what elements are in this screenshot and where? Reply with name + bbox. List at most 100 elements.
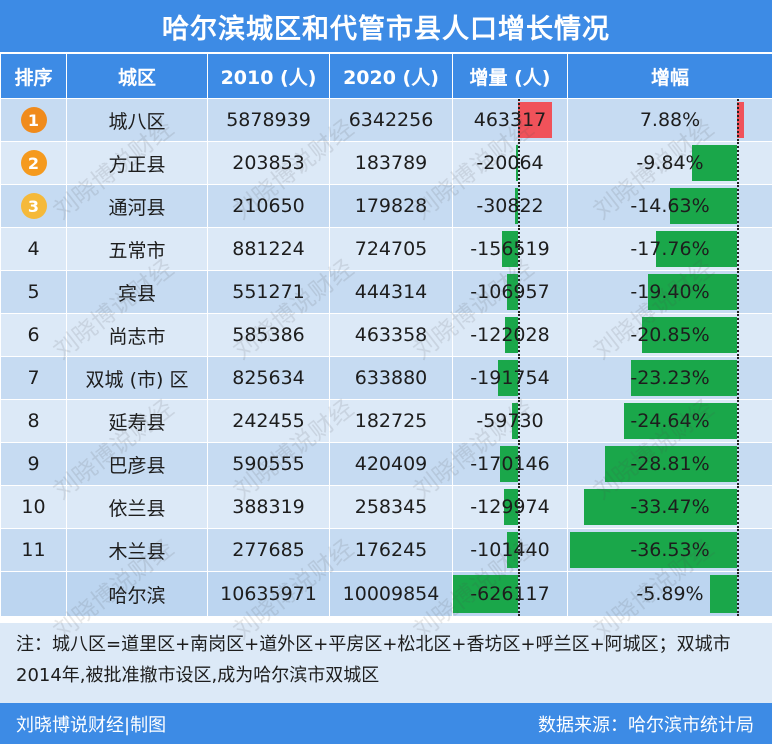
- pop2020-cell: 258345: [329, 485, 453, 529]
- district-cell: 城八区: [66, 98, 208, 142]
- table-row: 10 依兰县 388319 258345 -129974 -33.47%: [0, 485, 772, 529]
- delta-cell-axis: [517, 400, 520, 442]
- delta-cell-text: -122028: [470, 324, 550, 346]
- pop2020-cell-text: 182725: [354, 410, 428, 432]
- district-cell: 延寿县: [66, 399, 208, 443]
- district-cell-text: 哈尔滨: [108, 584, 166, 607]
- district-cell-text: 双城 (市) 区: [85, 368, 189, 391]
- header-district: 城区: [66, 53, 208, 99]
- pct-cell-bar: [570, 532, 738, 568]
- pct-cell-bar: [648, 274, 738, 310]
- table-row: 8 延寿县 242455 182725 -59730 -24.64%: [0, 399, 772, 443]
- delta-cell-axis: [517, 486, 520, 528]
- pop2010-cell-text: 585386: [232, 324, 305, 346]
- delta-cell: -101440: [452, 528, 568, 572]
- rank-cell: 4: [0, 227, 67, 271]
- pct-cell: -19.40%: [567, 270, 772, 314]
- pct-cell-text: 7.88%: [639, 109, 701, 131]
- delta-cell-text: -101440: [470, 539, 550, 561]
- pct-cell: -33.47%: [567, 485, 772, 529]
- pct-cell-axis: [737, 271, 740, 313]
- delta-cell-bar: [498, 360, 518, 396]
- pop2020-cell: 633880: [329, 356, 453, 400]
- header-2020: 2020 (人): [329, 53, 453, 99]
- table-row: 4 五常市 881224 724705 -156519 -17.76%: [0, 227, 772, 271]
- delta-cell-axis: [517, 529, 520, 571]
- table-row: 3 通河县 210650 179828 -30822 -14.63%: [0, 184, 772, 228]
- pct-cell-bar: [692, 145, 738, 181]
- pct-cell: 7.88%: [567, 98, 772, 142]
- header-row: 排序 城区 2010 (人) 2020 (人) 增量 (人) 增幅: [0, 53, 772, 99]
- district-cell-text: 巴彦县: [108, 454, 166, 477]
- delta-cell-text: -30822: [476, 195, 544, 217]
- rank-text: 6: [27, 324, 40, 346]
- delta-cell: -191754: [452, 356, 568, 400]
- pct-cell: -23.23%: [567, 356, 772, 400]
- delta-cell-text: -129974: [470, 496, 550, 518]
- rank-cell: 3: [0, 184, 67, 228]
- delta-cell-text: -156519: [470, 238, 550, 260]
- pct-cell-axis: [737, 572, 740, 616]
- delta-cell-axis: [517, 228, 520, 270]
- district-cell: 通河县: [66, 184, 208, 228]
- header-delta: 增量 (人): [452, 53, 568, 99]
- delta-cell: -59730: [452, 399, 568, 443]
- district-cell-text: 木兰县: [108, 540, 166, 563]
- pop2020-cell-text: 420409: [354, 453, 428, 475]
- pop2010-cell: 590555: [207, 442, 330, 486]
- header-pct: 增幅: [567, 53, 772, 99]
- header-rank: 排序: [0, 53, 67, 99]
- district-cell: 哈尔滨: [66, 571, 208, 617]
- pct-cell-bar: [630, 360, 738, 396]
- pop2020-cell-text: 258345: [354, 496, 428, 518]
- delta-cell-text: -626117: [470, 583, 550, 605]
- note-box: 注：城八区=道里区+南岗区+道外区+平房区+松北区+香坊区+呼兰区+阿城区；双城…: [0, 623, 772, 703]
- pct-cell-bar: [670, 188, 738, 224]
- district-cell-text: 通河县: [108, 196, 166, 219]
- delta-cell-axis: [517, 185, 520, 227]
- pct-cell-text: -24.64%: [630, 410, 710, 432]
- pct-cell: -14.63%: [567, 184, 772, 228]
- pop2010-cell: 551271: [207, 270, 330, 314]
- delta-cell-bar: [507, 532, 518, 568]
- note-text: 注：城八区=道里区+南岗区+道外区+平房区+松北区+香坊区+呼兰区+阿城区；双城…: [16, 634, 731, 686]
- pop2020-cell-text: 724705: [354, 238, 428, 260]
- delta-cell-text: -191754: [470, 367, 550, 389]
- pop2010-cell-text: 210650: [232, 195, 305, 217]
- pct-cell-text: -36.53%: [630, 539, 710, 561]
- pop2020-cell: 10009854: [329, 571, 453, 617]
- table-row: 5 宾县 551271 444314 -106957 -19.40%: [0, 270, 772, 314]
- delta-cell-bar: [504, 489, 518, 525]
- delta-cell-axis: [517, 443, 520, 485]
- pct-cell-axis: [737, 314, 740, 356]
- pop2010-cell: 388319: [207, 485, 330, 529]
- rank-text: 8: [27, 410, 40, 432]
- footer-bar: 刘晓博说财经|制图 数据来源：哈尔滨市统计局: [0, 703, 772, 744]
- pop2020-cell-text: 183789: [354, 152, 428, 174]
- pop2020-cell-text: 6342256: [348, 109, 434, 131]
- pct-cell-axis: [737, 443, 740, 485]
- pop2020-cell: 6342256: [329, 98, 453, 142]
- district-cell-text: 依兰县: [108, 497, 166, 520]
- rank-text: 5: [27, 281, 40, 303]
- pct-cell-axis: [737, 142, 740, 184]
- delta-cell-bar: [515, 145, 518, 181]
- pct-cell: -24.64%: [567, 399, 772, 443]
- pct-cell-text: -19.40%: [630, 281, 710, 303]
- delta-cell-bar: [505, 317, 518, 353]
- delta-cell: -20064: [452, 141, 568, 185]
- district-cell-text: 宾县: [117, 282, 156, 305]
- delta-cell-text: -106957: [470, 281, 550, 303]
- table-body: 1 城八区 5878939 6342256 463317 7.88% 2 方正县 203853 1…: [0, 98, 772, 617]
- district-cell-text: 延寿县: [108, 411, 166, 434]
- pct-cell-text: -9.84%: [636, 152, 704, 174]
- rank-text: 10: [21, 496, 46, 518]
- pct-cell: -20.85%: [567, 313, 772, 357]
- table-row: 1 城八区 5878939 6342256 463317 7.88%: [0, 98, 772, 142]
- pct-cell-text: -17.76%: [630, 238, 710, 260]
- total-row: 哈尔滨 10635971 10009854 -626117 -5.89%: [0, 571, 772, 617]
- pop2010-cell: 10635971: [207, 571, 330, 617]
- pct-cell-text: -23.23%: [630, 367, 710, 389]
- pct-cell-text: -5.89%: [636, 583, 704, 605]
